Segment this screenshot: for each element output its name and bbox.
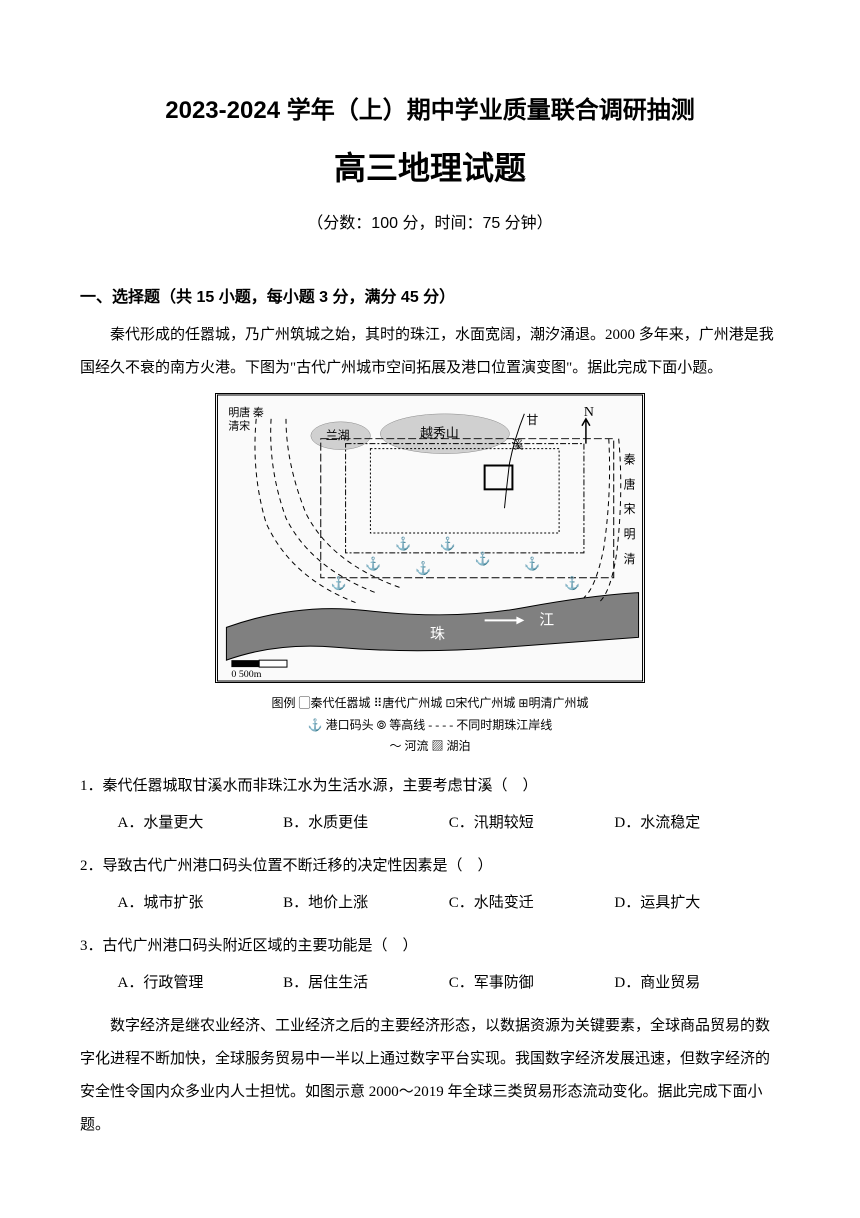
q1-option-a: A．水量更大 (118, 807, 284, 840)
q2-option-c: C．水陆变迁 (449, 887, 615, 920)
legend-line-3: ～ 河流 ▨ 湖泊 (80, 736, 780, 758)
legend-line-2: ⚓ 港口码头 ⦾ 等高线 - - - - 不同时期珠江岸线 (80, 715, 780, 737)
section-1-header: 一、选择题（共 15 小题，每小题 3 分，满分 45 分） (80, 283, 780, 307)
q3-option-b: B．居住生活 (283, 967, 449, 1000)
north-label: N (584, 405, 594, 420)
svg-text:⚓: ⚓ (524, 556, 540, 571)
question-1: 1．秦代任嚣城取甘溪水而非珠江水为生活水源，主要考虑甘溪（ ） A．水量更大 B… (80, 770, 780, 840)
question-1-text: 1．秦代任嚣城取甘溪水而非珠江水为生活水源，主要考虑甘溪（ ） (80, 770, 780, 803)
q2-option-d: D．运具扩大 (614, 887, 780, 920)
right-tang: 唐 (624, 477, 636, 491)
question-3-text: 3．古代广州港口码头附近区域的主要功能是（ ） (80, 930, 780, 963)
question-2-options: A．城市扩张 B．地价上涨 C．水陆变迁 D．运具扩大 (80, 887, 780, 920)
question-2: 2．导致古代广州港口码头位置不断迁移的决定性因素是（ ） A．城市扩张 B．地价… (80, 850, 780, 920)
passage-2: 数字经济是继农业经济、工业经济之后的主要经济形态，以数据资源为关键要素，全球商品… (80, 1010, 780, 1142)
exam-title-line1: 2023-2024 学年（上）期中学业质量联合调研抽测 (80, 90, 780, 125)
q2-option-b: B．地价上涨 (283, 887, 449, 920)
right-qing: 清 (624, 552, 636, 566)
jiang-label: 江 (539, 611, 554, 628)
lanhu-label: 兰湖 (326, 429, 350, 443)
exam-title-line2: 高三地理试题 (80, 143, 780, 189)
xi-label: 溪 (511, 438, 523, 452)
q1-option-d: D．水流稳定 (614, 807, 780, 840)
question-3: 3．古代广州港口码头附近区域的主要功能是（ ） A．行政管理 B．居住生活 C．… (80, 930, 780, 1000)
figure-1-container: N 兰湖 越秀山 甘 溪 珠 江 (80, 393, 780, 758)
figure-1-legend: 图例 ▢秦代任嚣城 ⠿唐代广州城 ⊡宋代广州城 ⊞明清广州城 ⚓ 港口码头 ⦾ … (80, 693, 780, 758)
q2-option-a: A．城市扩张 (118, 887, 284, 920)
svg-text:⚓: ⚓ (365, 556, 381, 571)
svg-text:⚓: ⚓ (395, 536, 411, 551)
right-ming: 明 (624, 527, 636, 541)
q3-option-a: A．行政管理 (118, 967, 284, 1000)
left-dyn-2: 清宋 (228, 419, 250, 433)
right-qin: 秦 (624, 453, 636, 467)
figure-1-map: N 兰湖 越秀山 甘 溪 珠 江 (215, 393, 645, 683)
svg-text:⚓: ⚓ (475, 551, 491, 566)
legend-line-1: 图例 ▢秦代任嚣城 ⠿唐代广州城 ⊡宋代广州城 ⊞明清广州城 (80, 693, 780, 715)
q1-option-c: C．汛期较短 (449, 807, 615, 840)
svg-text:⚓: ⚓ (440, 536, 456, 551)
q3-option-c: C．军事防御 (449, 967, 615, 1000)
question-1-options: A．水量更大 B．水质更佳 C．汛期较短 D．水流稳定 (80, 807, 780, 840)
right-song: 宋 (624, 502, 636, 516)
left-dyn-1: 明唐 秦 (228, 405, 264, 419)
map-svg: N 兰湖 越秀山 甘 溪 珠 江 (216, 394, 644, 682)
zhu-label: 珠 (430, 625, 445, 642)
q3-option-d: D．商业贸易 (614, 967, 780, 1000)
exam-info: （分数：100 分，时间：75 分钟） (80, 209, 780, 233)
scale-label: 0 500m (231, 669, 261, 680)
svg-text:⚓: ⚓ (331, 576, 347, 591)
svg-text:⚓: ⚓ (415, 561, 431, 576)
question-2-text: 2．导致古代广州港口码头位置不断迁移的决定性因素是（ ） (80, 850, 780, 883)
svg-text:⚓: ⚓ (564, 576, 580, 591)
q1-option-b: B．水质更佳 (283, 807, 449, 840)
passage-1: 秦代形成的任嚣城，乃广州筑城之始，其时的珠江，水面宽阔，潮汐涌退。2000 多年… (80, 319, 780, 385)
gan-label: 甘 (526, 413, 538, 427)
question-3-options: A．行政管理 B．居住生活 C．军事防御 D．商业贸易 (80, 967, 780, 1000)
